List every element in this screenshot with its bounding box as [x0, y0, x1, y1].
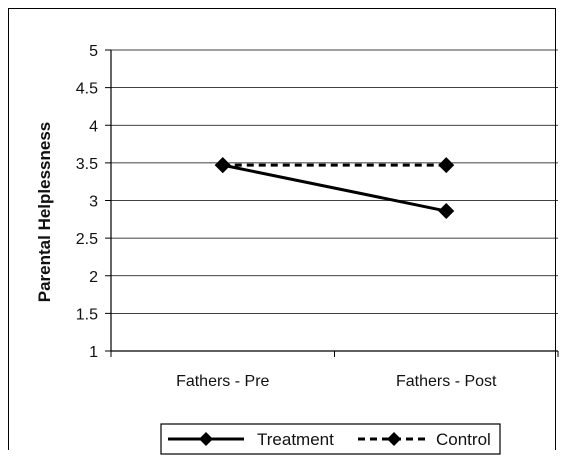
- y-tick-label: 4.5: [76, 81, 98, 98]
- y-tick-labels: 1 1.5 2 2.5 3 3.5 4 4.5 5: [76, 43, 98, 361]
- x-tick-label: Fathers - Pre: [176, 373, 269, 390]
- data-point-control: [438, 157, 455, 174]
- axes: [110, 50, 558, 352]
- legend-label-control: Control: [436, 430, 491, 449]
- gridlines: [105, 49, 559, 357]
- legend-label-treatment: Treatment: [257, 430, 334, 449]
- x-tick-labels: Fathers - Pre Fathers - Post: [176, 373, 497, 390]
- chart-frame: [8, 8, 556, 450]
- series-line-treatment: [222, 163, 447, 213]
- y-tick-label: 1: [89, 344, 98, 361]
- y-tick-label: 3.5: [76, 156, 98, 173]
- y-tick-label: 4: [89, 118, 98, 135]
- legend-marker-treatment: [199, 432, 213, 446]
- legend-marker-control: [387, 432, 401, 446]
- y-tick-label: 2.5: [76, 231, 98, 248]
- x-tick-label: Fathers - Post: [396, 373, 497, 390]
- y-tick-label: 2: [89, 269, 98, 286]
- y-tick-label: 1.5: [76, 306, 98, 323]
- data-point-treatment: [438, 203, 455, 220]
- y-tick-label: 5: [89, 43, 98, 60]
- y-axis-label: Parental Helplessness: [35, 122, 54, 302]
- data-point-treatment: [214, 157, 231, 174]
- series-layer: [214, 157, 455, 220]
- y-tick-label: 3: [89, 194, 98, 211]
- legend: Treatment Control: [160, 423, 501, 455]
